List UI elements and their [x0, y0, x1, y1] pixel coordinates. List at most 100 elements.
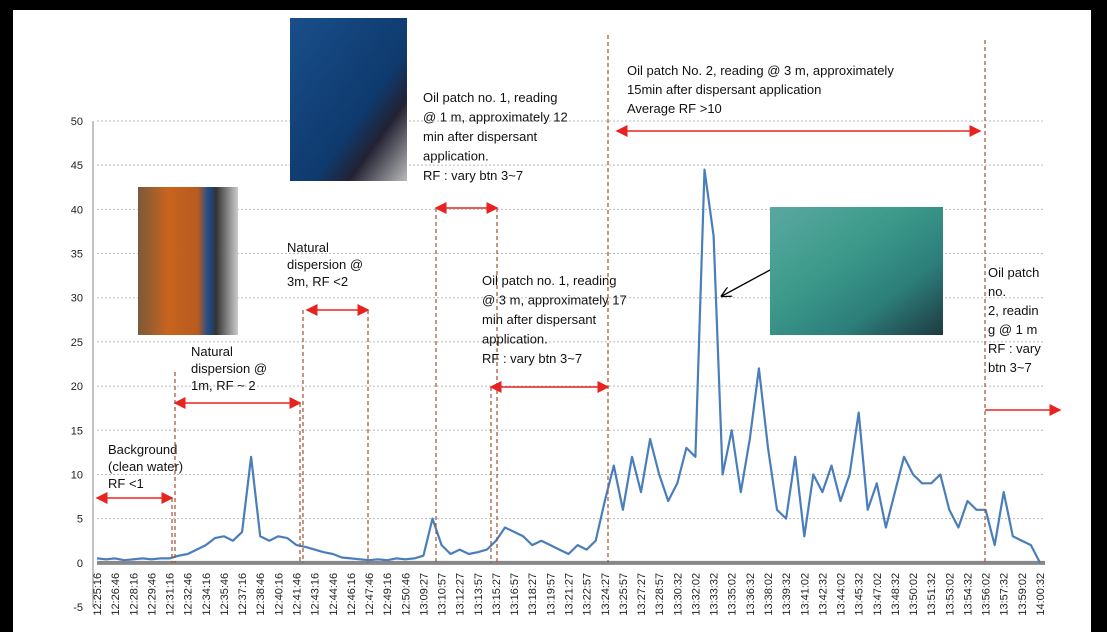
annotation-text: Oil patch no. 1, reading: [482, 273, 616, 288]
x-tick-label: 13:53:02: [944, 573, 956, 616]
x-tick-label: 12:26:46: [110, 573, 122, 616]
x-tick-label: 13:21:27: [564, 573, 576, 616]
x-tick-label: 13:56:02: [981, 573, 993, 616]
y-tick-label: -5: [73, 602, 83, 614]
x-tick-label: 13:42:32: [817, 573, 829, 616]
x-tick-label: 13:33:32: [709, 573, 721, 616]
x-tick-label: 13:50:02: [908, 573, 920, 616]
photo: [138, 187, 238, 335]
x-tick-label: 13:27:27: [636, 573, 648, 616]
y-tick-label: 45: [71, 160, 83, 172]
y-tick-label: 40: [71, 204, 83, 216]
x-tick-label: 13:48:32: [890, 573, 902, 616]
x-tick-label: 12:32:46: [183, 573, 195, 616]
annotation-text: RF : vary btn 3~7: [423, 168, 523, 183]
x-tick-label: 13:22:57: [582, 573, 594, 616]
annotation-text: Oil patch No. 2, reading @ 3 m, approxim…: [627, 63, 894, 78]
x-tick-label: 12:40:16: [273, 573, 285, 616]
x-tick-label: 13:18:27: [527, 573, 539, 616]
annotation-text: btn 3~7: [988, 360, 1032, 375]
annotation-text: application.: [482, 332, 548, 347]
x-tick-label: 12:46:16: [346, 573, 358, 616]
x-tick-label: 13:51:32: [926, 573, 938, 616]
photo: [290, 18, 407, 181]
y-tick-label: 10: [71, 469, 83, 481]
annotation-text: 1m, RF ~ 2: [191, 378, 256, 393]
x-tick-label: 13:38:02: [763, 573, 775, 616]
x-tick-label: 12:37:16: [237, 573, 249, 616]
x-tick-label: 13:10:57: [437, 573, 449, 616]
x-tick-label: 12:29:46: [146, 573, 158, 616]
x-tick-label: 13:15:27: [491, 573, 503, 616]
x-tick-label: 14:00:32: [1035, 573, 1047, 616]
x-tick-label: 12:47:46: [364, 573, 376, 616]
y-tick-label: 30: [71, 293, 83, 305]
y-tick-label: 25: [71, 337, 83, 349]
x-tick-label: 12:25:16: [92, 573, 104, 616]
x-tick-label: 13:16:57: [509, 573, 521, 616]
annotation-text: 15min after dispersant application: [627, 82, 821, 97]
x-tick-label: 13:24:27: [600, 573, 612, 616]
annotation-text: Natural: [191, 344, 233, 359]
x-tick-label: 12:44:46: [328, 573, 340, 616]
annotation-text: dispersion @: [191, 361, 267, 376]
data-line: [96, 168, 1041, 564]
y-tick-label: 5: [77, 514, 83, 526]
annotation-text: Natural: [287, 240, 329, 255]
x-tick-label: 13:59:02: [1017, 573, 1029, 616]
x-tick-label: 13:39:32: [781, 573, 793, 616]
annotation-text: 3m, RF <2: [287, 274, 348, 289]
x-tick-label: 12:50:46: [400, 573, 412, 616]
annotation-text: (clean water): [108, 459, 183, 474]
x-tick-label: 13:57:32: [999, 573, 1011, 616]
annotation-text: @ 1 m, approximately 12: [423, 110, 568, 125]
x-tick-label: 13:36:32: [745, 573, 757, 616]
y-tick-label: 50: [71, 116, 83, 128]
annotation-text: no.: [988, 284, 1006, 299]
y-tick-label: 35: [71, 249, 83, 261]
pointer-arrow: [722, 269, 771, 296]
annotation-text: RF : vary btn 3~7: [482, 351, 582, 366]
annotation-text: Oil patch: [988, 265, 1039, 280]
x-tick-label: 12:28:16: [128, 573, 140, 616]
x-tick-label: 13:54:32: [962, 573, 974, 616]
annotation-text: min after dispersant: [423, 129, 538, 144]
annotation-text: RF : vary: [988, 341, 1041, 356]
annotations: Background (clean water) RF <1 Natural dispe…: [95, 35, 1062, 563]
x-tick-label: 13:28:57: [654, 573, 666, 616]
x-tick-label: 13:32:02: [690, 573, 702, 616]
x-tick-label: 13:25:57: [618, 573, 630, 616]
annotation-text: Average RF >10: [627, 101, 722, 116]
x-tick-label: 12:34:16: [201, 573, 213, 616]
annotation-text: Oil patch no. 1, reading: [423, 90, 557, 105]
annotation-text: g @ 1 m: [988, 322, 1037, 337]
x-tick-label: 13:35:02: [727, 573, 739, 616]
x-tick-label: 13:30:32: [672, 573, 684, 616]
x-tick-label: 12:49:16: [382, 573, 394, 616]
x-tick-label: 13:45:32: [854, 573, 866, 616]
x-tick-label: 13:12:27: [455, 573, 467, 616]
annotation-text: @ 3 m, approximately 17: [482, 293, 627, 308]
x-tick-label: 13:09:27: [418, 573, 430, 616]
x-tick-label: 13:41:02: [799, 573, 811, 616]
photos: [138, 18, 943, 335]
x-tick-label: 12:38:46: [255, 573, 267, 616]
annotation-text: min after dispersant: [482, 312, 597, 327]
annotation-text: RF <1: [108, 476, 144, 491]
x-tick-label: 13:47:02: [872, 573, 884, 616]
plot: [96, 168, 1041, 564]
photo: [770, 207, 943, 335]
x-tick-label: 13:44:02: [836, 573, 848, 616]
annotation-text: application.: [423, 149, 489, 164]
annotation-text: 2, readin: [988, 303, 1039, 318]
y-tick-label: 20: [71, 381, 83, 393]
y-tick-label: 15: [71, 425, 83, 437]
x-tick-label: 13:13:57: [473, 573, 485, 616]
x-tick-label: 12:41:46: [291, 573, 303, 616]
annotation-text: dispersion @: [287, 257, 363, 272]
x-tick-label: 12:31:16: [165, 573, 177, 616]
x-tick-label: 13:19:57: [545, 573, 557, 616]
x-tick-label: 12:35:46: [219, 573, 231, 616]
